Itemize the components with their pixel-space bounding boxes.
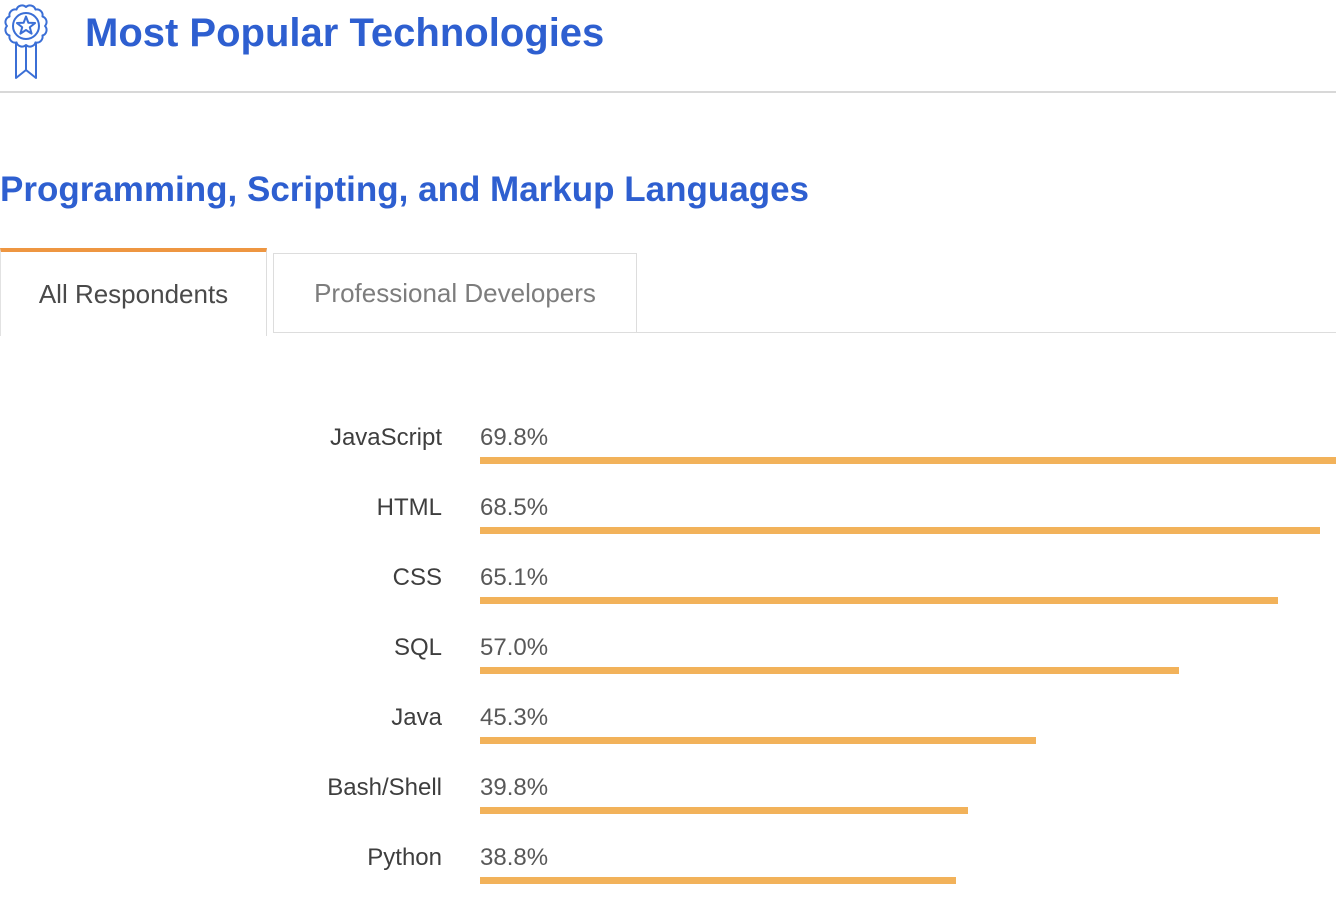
bar-label: Python bbox=[367, 844, 442, 871]
bar-label: CSS bbox=[392, 564, 442, 591]
tab-bar: All Respondents Professional Developers bbox=[0, 248, 1336, 336]
page-title: Most Popular Technologies bbox=[85, 11, 605, 55]
tab-professional-developers-label: Professional Developers bbox=[314, 277, 596, 308]
tab-all-respondents-label: All Respondents bbox=[38, 278, 229, 309]
bar-value: 69.8% bbox=[480, 424, 549, 451]
bar-value: 45.3% bbox=[480, 704, 549, 731]
bar bbox=[480, 877, 956, 884]
tab-bar-divider bbox=[637, 248, 1336, 333]
bar-cell: 57.0% bbox=[480, 630, 1336, 674]
bar-row: Bash/Shell 39.8% bbox=[0, 770, 1336, 840]
bar-label: Bash/Shell bbox=[327, 774, 442, 801]
bar bbox=[480, 807, 968, 814]
bar-row: JavaScript 69.8% bbox=[0, 420, 1336, 490]
bar-cell: 68.5% bbox=[480, 490, 1336, 534]
bar-cell: 39.8% bbox=[480, 770, 1336, 814]
bar-cell: 38.8% bbox=[480, 840, 1336, 884]
bar-row: Python 38.8% bbox=[0, 840, 1336, 910]
bar-label: HTML bbox=[376, 494, 442, 521]
bar bbox=[480, 597, 1278, 604]
bar bbox=[480, 737, 1036, 744]
bar-row: SQL 57.0% bbox=[0, 630, 1336, 700]
page: Most Popular Technologies Programming, S… bbox=[0, 0, 1336, 884]
bar-chart: JavaScript 69.8% HTML 68.5% CSS 65.1% SQ… bbox=[0, 420, 1336, 910]
bar-value: 38.8% bbox=[480, 844, 549, 871]
bar-value: 57.0% bbox=[480, 634, 549, 661]
bar-cell: 69.8% bbox=[480, 420, 1336, 464]
bar-label: SQL bbox=[393, 634, 442, 661]
bar-value: 65.1% bbox=[480, 564, 549, 591]
award-ribbon-icon bbox=[4, 4, 48, 79]
bar-cell: 65.1% bbox=[480, 560, 1336, 604]
bar bbox=[480, 457, 1336, 464]
bar-value: 68.5% bbox=[480, 494, 549, 521]
bar-row: CSS 65.1% bbox=[0, 560, 1336, 630]
section-title: Programming, Scripting, and Markup Langu… bbox=[0, 170, 809, 209]
bar-cell: 45.3% bbox=[480, 700, 1336, 744]
page-header: Most Popular Technologies bbox=[0, 0, 1336, 93]
bar bbox=[480, 527, 1320, 534]
bar-value: 39.8% bbox=[480, 774, 549, 801]
bar bbox=[480, 667, 1179, 674]
tab-all-respondents[interactable]: All Respondents bbox=[0, 248, 267, 336]
bar-row: Java 45.3% bbox=[0, 700, 1336, 770]
bar-label: JavaScript bbox=[329, 424, 442, 451]
bar-label: Java bbox=[391, 704, 442, 731]
bar-row: HTML 68.5% bbox=[0, 490, 1336, 560]
tab-professional-developers[interactable]: Professional Developers bbox=[273, 253, 637, 333]
